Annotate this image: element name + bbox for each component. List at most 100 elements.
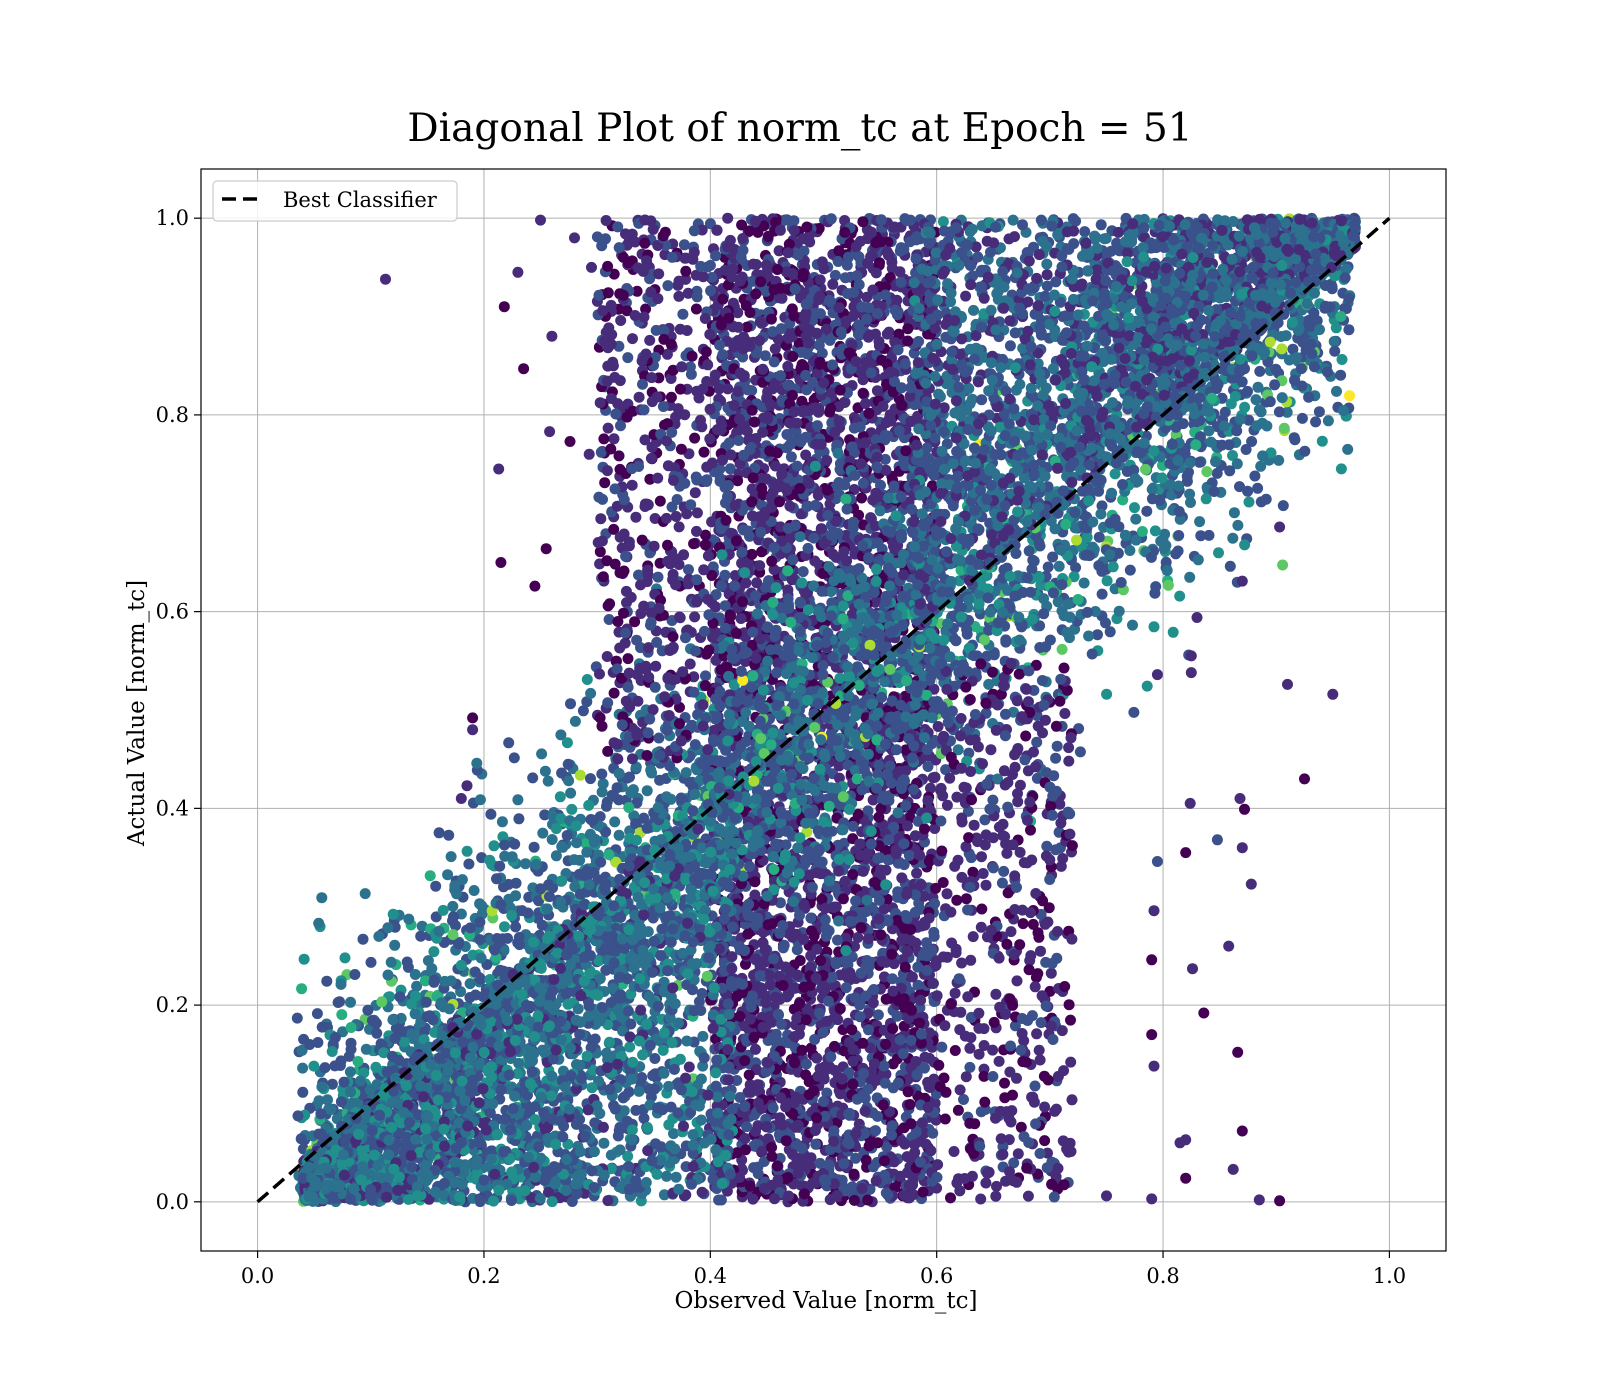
scatter-point (717, 293, 729, 305)
scatter-point (788, 310, 800, 322)
scatter-point (856, 1183, 868, 1194)
scatter-point (811, 420, 823, 432)
scatter-point (762, 919, 774, 931)
scatter-point (863, 1024, 874, 1036)
scatter-point (710, 250, 722, 262)
scatter-point (921, 812, 933, 824)
scatter-point (811, 1112, 822, 1124)
scatter-point (774, 224, 786, 236)
scatter-point (875, 214, 887, 226)
scatter-point (813, 406, 824, 418)
scatter-point (922, 795, 934, 807)
scatter-point (752, 1168, 764, 1180)
scatter-point (787, 351, 799, 362)
scatter-point (783, 634, 794, 646)
scatter-point (706, 272, 718, 283)
scatter-point (818, 377, 830, 389)
scatter-point (807, 376, 819, 388)
scatter-point (706, 516, 718, 528)
scatter-point (814, 308, 826, 320)
scatter-point (927, 772, 939, 784)
scatter-point (772, 1008, 784, 1020)
scatter-point (812, 1070, 824, 1082)
scatter-point (854, 1011, 866, 1023)
scatter-point (726, 951, 738, 963)
scatter-point (846, 441, 858, 453)
scatter-point (806, 925, 817, 937)
scatter-point (897, 1048, 909, 1060)
scatter-point (867, 284, 879, 296)
scatter-point (864, 329, 876, 341)
scatter-point (818, 538, 830, 550)
scatter-point (1109, 468, 1121, 480)
scatter-point (826, 971, 838, 983)
scatter-point (813, 339, 825, 351)
scatter-point (865, 367, 877, 379)
scatter-point (863, 302, 875, 314)
scatter-point (737, 343, 749, 355)
scatter-point (765, 313, 777, 325)
scatter-point (881, 328, 893, 340)
scatter-point (852, 932, 864, 943)
scatter-point (872, 1137, 884, 1149)
scatter-point (769, 460, 781, 472)
scatter-point (854, 849, 866, 861)
scatter-point (747, 990, 758, 1002)
scatter-point (829, 269, 841, 281)
scatter-point (722, 212, 734, 224)
scatter-point (906, 971, 918, 983)
scatter-point (768, 356, 780, 368)
scatter-point (768, 284, 780, 296)
scatter-point (759, 350, 771, 362)
scatter-point (788, 225, 800, 237)
scatter-point (838, 1158, 850, 1170)
scatter-point (867, 997, 879, 1009)
scatter-point (513, 813, 525, 825)
scatter-point (849, 940, 860, 952)
scatter-point (861, 313, 873, 325)
scatter-point (792, 249, 804, 261)
scatter-point (756, 982, 768, 994)
scatter-point (735, 613, 747, 624)
scatter-point (780, 1135, 792, 1147)
scatter-point (804, 236, 816, 248)
scatter-point (730, 627, 742, 639)
scatter-point (757, 684, 769, 696)
scatter-point (871, 563, 882, 575)
scatter-point (739, 1101, 751, 1112)
scatter-point (896, 872, 908, 884)
scatter-point (737, 596, 748, 608)
scatter-point (872, 1110, 883, 1122)
scatter-point (865, 512, 877, 524)
scatter-point (732, 385, 744, 397)
scatter-point (766, 1142, 778, 1153)
scatter-point (858, 1068, 869, 1079)
scatter-point (821, 484, 833, 496)
scatter-point (783, 332, 795, 344)
scatter-point (749, 416, 760, 428)
scatter-point (823, 995, 834, 1007)
scatter-point (754, 970, 766, 982)
scatter-point (927, 977, 939, 989)
scatter-point (801, 221, 813, 233)
scatter-point (878, 1060, 890, 1072)
scatter-point (848, 1194, 860, 1206)
scatter-point (802, 337, 814, 349)
scatter-point (845, 915, 856, 927)
scatter-point (850, 356, 862, 367)
scatter-point (793, 337, 805, 349)
scatter-point (905, 1034, 917, 1046)
scatter-point (874, 257, 885, 269)
scatter-point (854, 838, 866, 850)
scatter-point (719, 622, 731, 634)
scatter-point (725, 449, 737, 461)
scatter-point (795, 436, 807, 448)
scatter-point (720, 497, 731, 509)
scatter-point (1342, 443, 1354, 455)
scatter-point (720, 514, 732, 526)
scatter-point (825, 403, 837, 415)
scatter-point (862, 933, 874, 945)
scatter-point (760, 259, 772, 271)
scatter-point (879, 1077, 891, 1089)
scatter-point (818, 1096, 830, 1107)
